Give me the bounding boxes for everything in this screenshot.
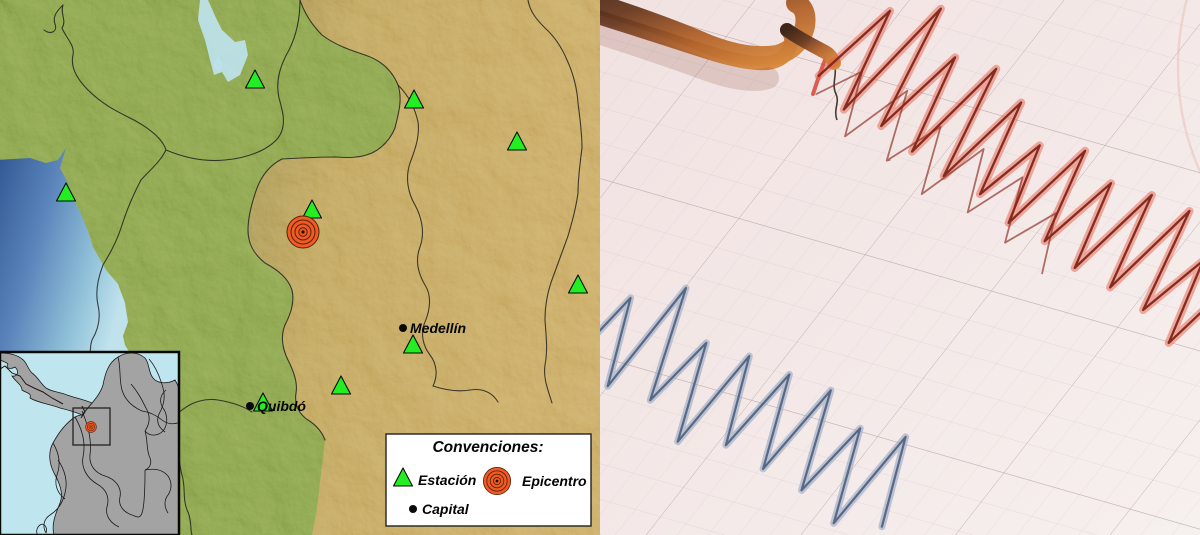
svg-text:Estación: Estación <box>418 472 476 488</box>
svg-text:Capital: Capital <box>422 501 470 517</box>
svg-text:Medellín: Medellín <box>410 320 466 336</box>
svg-text:Quibdó: Quibdó <box>257 398 306 414</box>
svg-text:Epicentro: Epicentro <box>522 473 587 489</box>
svg-text:Convenciones:: Convenciones: <box>432 439 543 456</box>
